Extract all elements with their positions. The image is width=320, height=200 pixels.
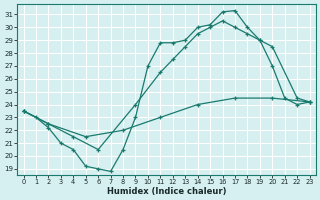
X-axis label: Humidex (Indice chaleur): Humidex (Indice chaleur) — [107, 187, 226, 196]
